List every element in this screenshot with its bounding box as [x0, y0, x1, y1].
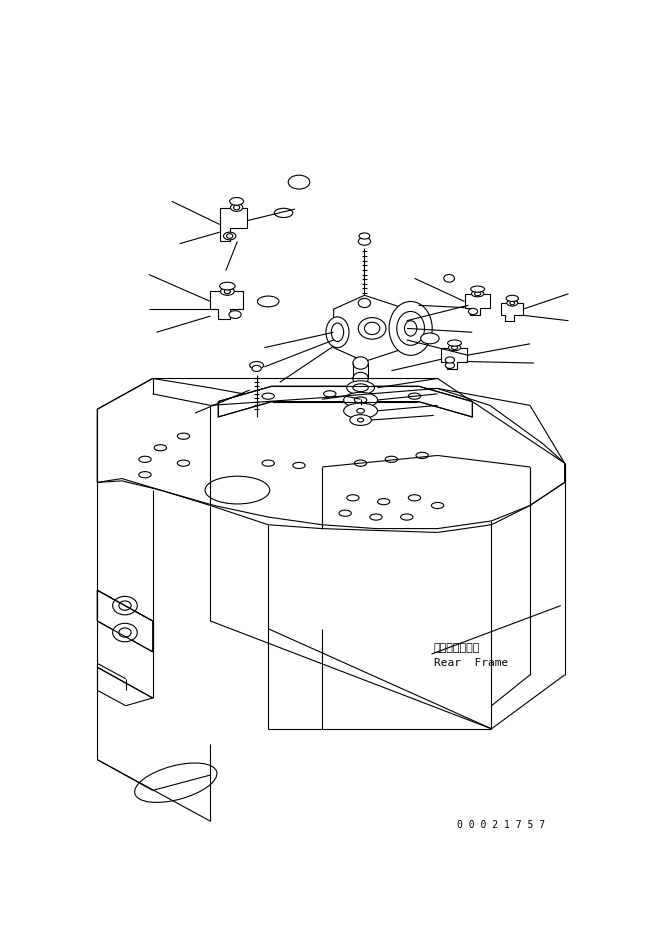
Ellipse shape	[510, 301, 515, 305]
Ellipse shape	[112, 596, 137, 615]
Ellipse shape	[401, 514, 413, 520]
Ellipse shape	[205, 477, 269, 504]
Ellipse shape	[262, 393, 274, 399]
Ellipse shape	[447, 340, 462, 346]
Ellipse shape	[220, 282, 235, 290]
Ellipse shape	[154, 445, 167, 451]
Ellipse shape	[359, 233, 370, 239]
Ellipse shape	[432, 502, 444, 509]
Ellipse shape	[449, 345, 460, 351]
Ellipse shape	[262, 460, 274, 466]
Ellipse shape	[389, 302, 432, 355]
Ellipse shape	[353, 384, 368, 392]
Ellipse shape	[370, 514, 382, 520]
Ellipse shape	[274, 209, 293, 217]
Ellipse shape	[343, 392, 377, 408]
Ellipse shape	[177, 460, 190, 466]
Ellipse shape	[347, 381, 375, 395]
Ellipse shape	[421, 333, 439, 344]
Ellipse shape	[224, 290, 230, 293]
Ellipse shape	[226, 234, 233, 239]
Ellipse shape	[119, 601, 131, 610]
Ellipse shape	[358, 418, 364, 422]
Ellipse shape	[339, 510, 351, 516]
Ellipse shape	[220, 288, 234, 295]
Polygon shape	[441, 348, 467, 369]
Ellipse shape	[364, 322, 380, 335]
Polygon shape	[464, 293, 490, 315]
Ellipse shape	[408, 393, 421, 399]
Ellipse shape	[139, 456, 151, 462]
Ellipse shape	[177, 433, 190, 439]
Ellipse shape	[445, 362, 455, 368]
Ellipse shape	[252, 366, 261, 371]
Ellipse shape	[324, 391, 336, 397]
Ellipse shape	[293, 462, 305, 468]
Ellipse shape	[358, 238, 371, 245]
Polygon shape	[211, 291, 243, 320]
Ellipse shape	[468, 308, 477, 315]
Ellipse shape	[358, 318, 386, 339]
Ellipse shape	[354, 460, 367, 466]
Ellipse shape	[258, 296, 279, 306]
Ellipse shape	[343, 403, 377, 418]
Ellipse shape	[404, 321, 417, 337]
Ellipse shape	[224, 232, 236, 240]
Ellipse shape	[507, 300, 518, 306]
Ellipse shape	[250, 362, 264, 369]
Text: Rear  Frame: Rear Frame	[434, 658, 508, 668]
Ellipse shape	[358, 298, 371, 307]
Ellipse shape	[353, 357, 368, 369]
Polygon shape	[97, 379, 564, 528]
Ellipse shape	[332, 323, 343, 341]
Ellipse shape	[416, 452, 428, 459]
Ellipse shape	[230, 197, 243, 205]
Ellipse shape	[471, 286, 485, 292]
Polygon shape	[334, 295, 407, 362]
Text: 0 0 0 2 1 7 5 7: 0 0 0 2 1 7 5 7	[457, 820, 545, 830]
Ellipse shape	[347, 494, 359, 501]
Ellipse shape	[288, 175, 310, 189]
Ellipse shape	[356, 409, 364, 413]
Ellipse shape	[229, 311, 241, 319]
Ellipse shape	[397, 311, 424, 345]
Ellipse shape	[135, 763, 217, 803]
Polygon shape	[502, 303, 523, 321]
Ellipse shape	[472, 290, 484, 297]
Ellipse shape	[326, 317, 349, 348]
Ellipse shape	[353, 372, 368, 384]
Ellipse shape	[230, 204, 243, 212]
Ellipse shape	[451, 346, 458, 350]
Ellipse shape	[385, 456, 398, 462]
Ellipse shape	[119, 628, 131, 637]
Ellipse shape	[233, 205, 240, 210]
Ellipse shape	[112, 623, 137, 642]
Ellipse shape	[444, 274, 455, 282]
Ellipse shape	[475, 291, 481, 296]
Ellipse shape	[139, 472, 151, 478]
Ellipse shape	[350, 415, 371, 426]
Polygon shape	[218, 386, 472, 417]
Ellipse shape	[408, 494, 421, 501]
Polygon shape	[97, 590, 152, 651]
Ellipse shape	[506, 295, 519, 302]
Text: リヤーフレーム: リヤーフレーム	[434, 643, 480, 653]
Polygon shape	[220, 208, 247, 242]
Ellipse shape	[445, 357, 455, 363]
Ellipse shape	[377, 498, 390, 505]
Ellipse shape	[354, 397, 367, 403]
